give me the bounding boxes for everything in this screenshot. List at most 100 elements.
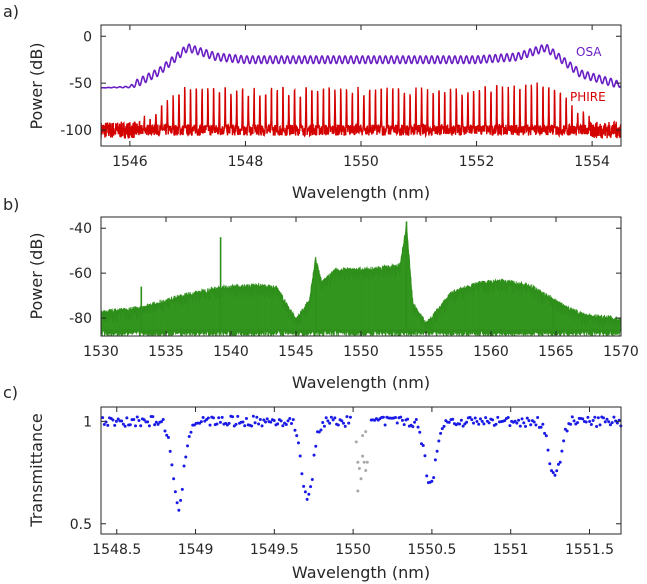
x-tick-label: 1530: [83, 344, 119, 360]
panel-c-label: c): [3, 383, 18, 402]
panel-c-ticks: 1548.5 1549 1549.5 1550 1550.5 1551 1551.5 0.5 1: [70, 407, 621, 558]
transmittance-point: [345, 415, 349, 419]
y-tick-label: -50: [69, 76, 92, 92]
transmittance-point: [406, 417, 410, 421]
x-tick-label: 1550: [335, 542, 371, 558]
transmittance-point: [265, 417, 269, 421]
transmittance-point: [257, 422, 261, 426]
transmittance-point: [608, 423, 612, 427]
outlier-point: [361, 434, 365, 438]
transmittance-point: [147, 424, 151, 428]
transmittance-point: [534, 423, 538, 427]
outlier-point: [354, 440, 358, 444]
transmittance-point: [236, 414, 240, 418]
transmittance-point: [433, 458, 437, 462]
transmittance-point: [177, 508, 181, 512]
transmittance-point: [605, 417, 609, 421]
transmittance-point: [170, 463, 174, 467]
transmittance-point: [413, 420, 417, 424]
transmittance-point: [154, 420, 158, 424]
x-tick-label: 1549.5: [250, 542, 299, 558]
transmittance-point: [591, 419, 595, 423]
transmittance-point: [411, 425, 415, 429]
panel-c-ylabel: Transmittance: [27, 413, 46, 527]
transmittance-point: [199, 420, 203, 424]
panel-b-label: b): [3, 195, 19, 214]
transmittance-point: [553, 473, 557, 477]
transmittance-point: [465, 420, 469, 424]
transmittance-point: [298, 454, 302, 458]
transmittance-point: [555, 469, 559, 473]
transmittance-point: [546, 448, 550, 452]
transmittance-point: [421, 443, 425, 447]
transmittance-point: [581, 417, 585, 421]
transmittance-point: [432, 476, 436, 480]
legend-phire: PHIRE: [570, 90, 606, 104]
transmittance-point: [437, 439, 441, 443]
outlier-point: [356, 460, 360, 464]
transmittance-point: [548, 462, 552, 466]
panel-a-xlabel: Wavelength (nm): [292, 183, 430, 202]
transmittance-point: [525, 416, 529, 420]
transmittance-point: [260, 424, 264, 428]
transmittance-point: [459, 418, 463, 422]
transmittance-point: [484, 416, 488, 420]
x-tick-label: 1545: [278, 344, 314, 360]
transmittance-point: [544, 434, 548, 438]
x-tick-label: 1570: [603, 344, 639, 360]
transmittance-point: [227, 421, 231, 425]
y-tick-label: 1: [83, 414, 92, 430]
transmittance-point: [558, 460, 562, 464]
transmittance-point: [381, 415, 385, 419]
x-tick-label: 1560: [473, 344, 509, 360]
transmittance-point: [451, 417, 455, 421]
transmittance-point: [172, 477, 176, 481]
transmittance-point: [610, 421, 614, 425]
panel-a-label: a): [3, 2, 19, 21]
x-tick-label: 1555: [408, 344, 444, 360]
transmittance-point: [241, 420, 245, 424]
transmittance-point: [416, 425, 420, 429]
transmittance-point: [180, 487, 184, 491]
series-osa-line: [101, 43, 621, 89]
x-tick-label: 1540: [213, 344, 249, 360]
transmittance-point: [161, 418, 165, 422]
transmittance-point: [319, 428, 323, 432]
panel-b-ticks: 1530 1535 1540 1545 1550 1555 1560 1565 1570 -80 -…: [69, 217, 639, 360]
transmittance-point: [562, 439, 566, 443]
x-tick-label: 1550: [343, 154, 379, 170]
panel-a-ylabel: Power (dB): [27, 42, 46, 129]
transmittance-point: [331, 418, 335, 422]
transmittance-point: [166, 435, 170, 439]
transmittance-point: [264, 420, 268, 424]
transmittance-point: [244, 417, 248, 420]
transmittance-point: [125, 416, 129, 420]
transmittance-point: [491, 418, 495, 422]
transmittance-point: [255, 415, 259, 419]
transmittance-point: [584, 420, 588, 424]
transmittance-point: [286, 419, 290, 423]
transmittance-point: [309, 485, 313, 489]
transmittance-point: [472, 421, 476, 425]
transmittance-point: [310, 477, 314, 481]
transmittance-point: [328, 421, 332, 425]
x-tick-label: 1552: [459, 154, 495, 170]
transmittance-point: [234, 422, 238, 426]
x-tick-label: 1535: [148, 344, 184, 360]
transmittance-point: [347, 421, 351, 425]
panel-c-axes-box: [100, 406, 622, 535]
transmittance-point: [524, 424, 528, 428]
transmittance-point: [156, 422, 160, 426]
transmittance-point: [572, 419, 576, 423]
transmittance-point: [517, 418, 521, 422]
transmittance-point: [458, 422, 462, 426]
transmittance-point: [279, 419, 283, 423]
transmittance-point: [231, 415, 235, 419]
transmittance-point: [253, 421, 257, 425]
transmittance-point: [160, 420, 164, 424]
transmittance-point: [307, 492, 311, 496]
transmittance-point: [151, 415, 155, 419]
panel-b-plot-area: [101, 221, 621, 336]
panel-c-xlabel: Wavelength (nm): [292, 563, 430, 582]
